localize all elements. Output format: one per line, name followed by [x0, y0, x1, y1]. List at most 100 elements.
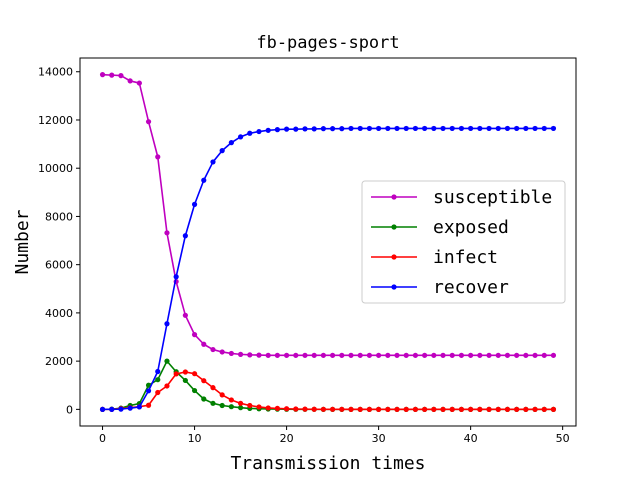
data-point: [219, 349, 225, 355]
data-point: [486, 352, 492, 358]
data-point: [357, 125, 363, 132]
ticks-layer: 0 10 20 30 40 50 0 2000 4000 6000 8000 10000 12000 14…: [38, 66, 570, 445]
data-point: [256, 404, 262, 410]
y-tick-label: 2000: [45, 355, 73, 368]
data-point: [541, 125, 547, 132]
data-point: [495, 406, 501, 412]
y-tick-label: 12000: [38, 114, 73, 127]
data-point: [394, 406, 400, 412]
data-point: [339, 126, 345, 132]
legend-marker: [391, 194, 397, 200]
data-point: [385, 406, 391, 412]
data-point: [320, 352, 326, 358]
x-axis-label: Transmission times: [230, 453, 425, 474]
data-point: [394, 125, 400, 132]
data-point: [237, 134, 244, 140]
data-point: [449, 406, 455, 412]
data-point: [247, 402, 253, 409]
data-point: [357, 352, 363, 358]
data-point: [265, 405, 271, 411]
data-point: [164, 230, 170, 236]
data-point: [486, 125, 492, 132]
legend-marker: [391, 284, 397, 290]
data-point: [330, 406, 336, 412]
data-point: [228, 397, 234, 403]
data-point: [477, 125, 483, 132]
data-point: [385, 352, 391, 358]
data-point: [348, 352, 354, 358]
x-tick-label: 20: [280, 432, 294, 445]
legend-label: recover: [433, 277, 509, 298]
data-point: [458, 125, 465, 132]
data-point: [468, 125, 474, 132]
data-point: [514, 125, 520, 132]
data-point: [274, 405, 280, 411]
data-point: [468, 406, 474, 412]
data-point: [440, 406, 446, 412]
data-point: [182, 312, 188, 318]
data-point: [357, 406, 363, 412]
data-point: [191, 371, 198, 377]
data-point: [247, 352, 253, 358]
data-point: [237, 405, 244, 411]
series-susceptible: [99, 72, 557, 358]
data-point: [486, 406, 492, 412]
data-point: [210, 400, 216, 406]
data-point: [283, 352, 290, 358]
data-point: [145, 388, 152, 394]
data-point: [348, 406, 354, 412]
data-point: [201, 378, 207, 384]
data-point: [127, 405, 133, 411]
data-point: [283, 126, 290, 132]
data-point: [293, 406, 299, 412]
data-point: [136, 404, 142, 410]
data-point: [118, 73, 124, 79]
data-point: [274, 352, 280, 358]
data-point: [541, 352, 547, 358]
y-axis-label: Number: [12, 209, 33, 274]
data-point: [256, 352, 262, 358]
data-point: [366, 125, 373, 132]
data-point: [550, 352, 557, 358]
data-point: [403, 352, 409, 358]
legend-entry: infect: [371, 247, 498, 268]
data-point: [403, 406, 409, 412]
legend-entry: recover: [371, 277, 509, 298]
y-tick-label: 10000: [38, 162, 73, 175]
data-point: [320, 126, 326, 132]
data-point: [504, 352, 511, 358]
data-point: [422, 125, 428, 132]
data-point: [532, 406, 538, 412]
legend-entries: susceptible exposed infect recover: [371, 187, 552, 298]
data-point: [145, 402, 152, 408]
legend-entry: susceptible: [371, 187, 552, 208]
data-point: [155, 154, 161, 160]
data-point: [164, 383, 170, 389]
data-point: [412, 406, 419, 412]
data-point: [219, 148, 225, 154]
data-point: [385, 125, 391, 132]
data-point: [136, 80, 142, 86]
data-point: [440, 352, 446, 358]
data-point: [99, 406, 106, 412]
data-point: [458, 352, 465, 358]
data-point: [228, 140, 234, 146]
data-point: [109, 406, 115, 412]
y-tick-label: 6000: [45, 259, 73, 272]
data-point: [173, 371, 179, 377]
data-point: [265, 127, 271, 133]
data-point: [201, 396, 207, 402]
y-tick-label: 0: [66, 403, 73, 416]
data-point: [449, 352, 455, 358]
data-point: [118, 406, 124, 412]
data-point: [541, 406, 547, 412]
data-point: [412, 125, 419, 132]
data-point: [155, 389, 161, 396]
data-point: [311, 126, 317, 132]
data-point: [431, 406, 437, 412]
data-point: [376, 406, 382, 412]
data-point: [182, 369, 188, 375]
data-point: [283, 406, 290, 412]
data-point: [366, 352, 373, 358]
